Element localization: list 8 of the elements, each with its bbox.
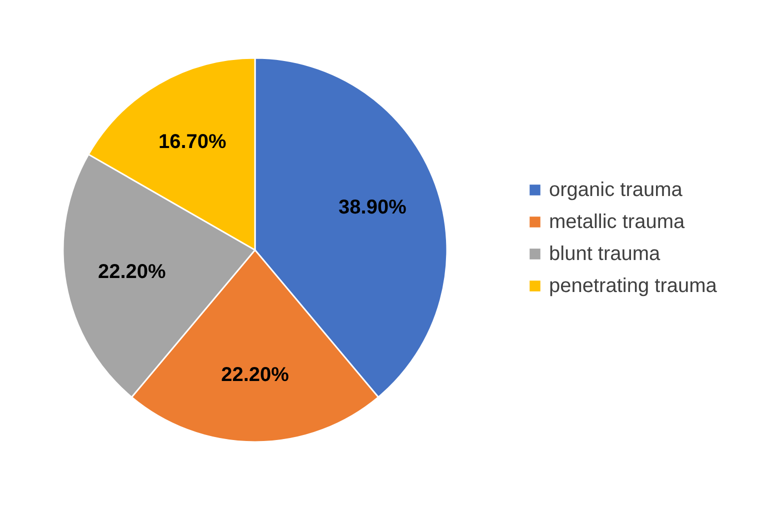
legend-label: penetrating trauma <box>549 275 718 297</box>
data-label: 38.90% <box>338 196 407 218</box>
legend-label: blunt trauma <box>549 243 662 265</box>
legend-label: metallic trauma <box>549 211 686 233</box>
data-label: 22.20% <box>98 260 166 283</box>
data-label: 22.20% <box>221 364 290 386</box>
legend-label: organic trauma <box>549 179 684 201</box>
data-label: 16.70% <box>158 130 227 153</box>
